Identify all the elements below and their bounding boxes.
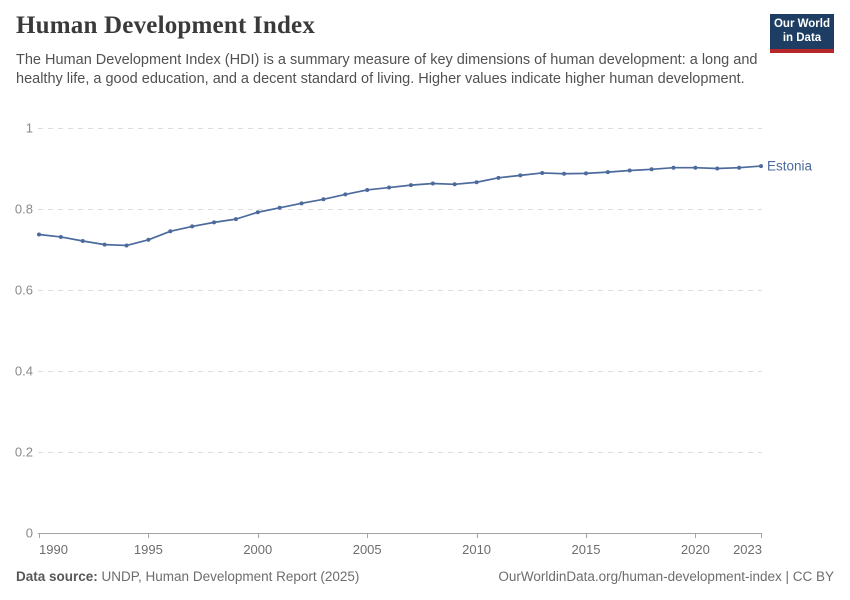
y-axis-labels: 0 0.2 0.4 0.6 0.8 1 [15,121,33,541]
data-point[interactable] [146,237,151,242]
data-point[interactable] [430,181,435,186]
owid-logo-line2: in Data [782,31,822,44]
data-point[interactable] [671,165,676,170]
data-point[interactable] [408,183,413,188]
data-point[interactable] [759,164,763,169]
y-tick-label: 0.4 [15,364,33,379]
data-points [37,164,763,248]
data-point[interactable] [299,201,304,206]
data-point[interactable] [583,171,588,176]
entity-label[interactable]: Estonia [767,159,813,174]
chart-subtitle: The Human Development Index (HDI) is a s… [16,52,758,88]
x-axis [39,533,762,538]
data-point[interactable] [605,170,610,175]
x-tick-label: 2023 [733,542,762,557]
data-point[interactable] [496,175,501,180]
page-title: Human Development Index [16,12,316,39]
data-source: Data source: UNDP, Human Development Rep… [16,569,359,584]
data-point[interactable] [190,224,195,229]
data-point[interactable] [627,168,632,173]
y-tick-label: 0.6 [15,283,33,298]
owid-logo-line1: Our World [773,18,830,30]
data-point[interactable] [715,166,720,171]
license-link[interactable]: OurWorldinData.org/human-development-ind… [498,569,834,584]
data-point[interactable] [562,171,567,176]
y-tick-label: 1 [26,121,33,136]
data-point[interactable] [518,173,523,178]
x-axis-labels: 1990 1995 2000 2005 2010 2015 2020 2023 [39,542,762,557]
y-tick-label: 0 [26,526,33,541]
x-tick-label: 1990 [39,542,68,557]
x-tick-label: 2020 [681,542,710,557]
data-point[interactable] [452,182,457,187]
data-point[interactable] [124,243,129,248]
data-point[interactable] [737,165,742,170]
y-tick-label: 0.8 [15,202,33,217]
data-point[interactable] [233,217,238,222]
data-point[interactable] [365,187,370,192]
data-point[interactable] [649,167,654,172]
data-point[interactable] [277,205,282,210]
owid-logo[interactable]: Our World in Data [770,14,834,53]
data-source-label: Data source: [16,569,98,584]
data-point[interactable] [255,210,260,215]
data-point[interactable] [58,234,63,239]
x-tick-label: 2010 [462,542,491,557]
data-point[interactable] [693,165,698,170]
data-point[interactable] [474,180,479,185]
data-point[interactable] [343,192,348,197]
data-point[interactable] [168,229,173,234]
data-point[interactable] [212,220,217,225]
y-tick-label: 0.2 [15,445,33,460]
y-gridlines [38,128,762,534]
x-tick-label: 2000 [243,542,272,557]
data-point[interactable] [102,242,107,247]
data-point[interactable] [540,170,545,175]
data-line-estonia[interactable] [38,165,762,247]
x-tick-label: 1995 [134,542,163,557]
data-source-text: UNDP, Human Development Report (2025) [97,569,360,584]
x-tick-label: 2005 [353,542,382,557]
data-point[interactable] [321,197,326,202]
x-tick-label: 2015 [572,542,601,557]
data-point[interactable] [387,185,392,190]
data-point[interactable] [80,238,85,243]
data-point[interactable] [37,232,41,237]
